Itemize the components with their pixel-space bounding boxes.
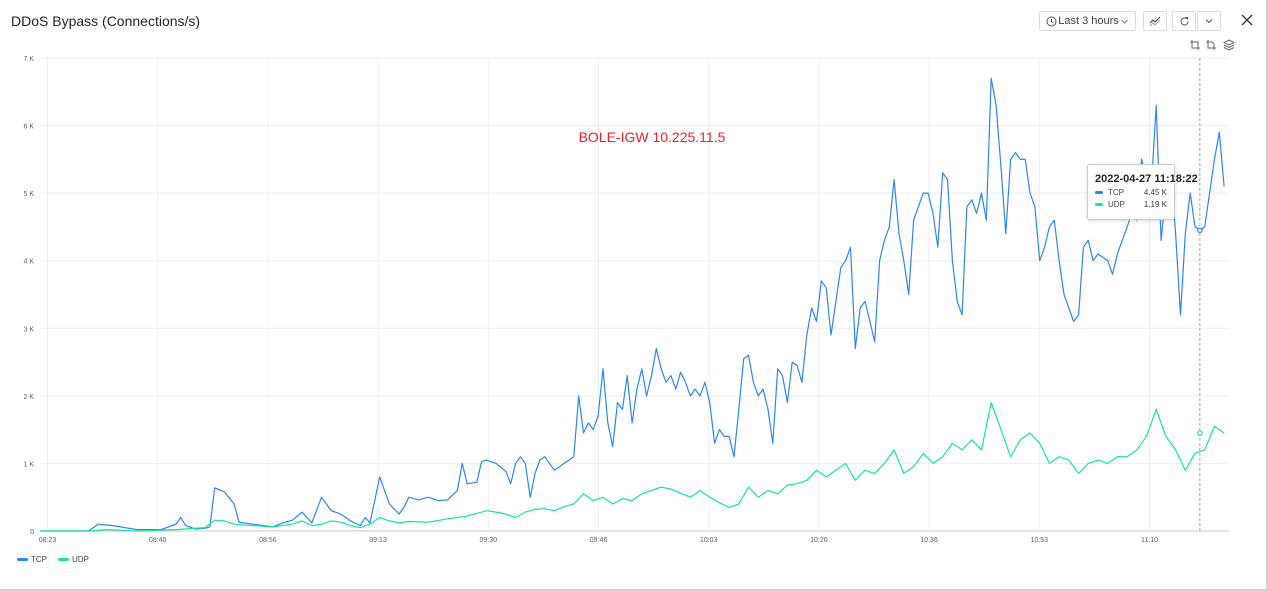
x-tick-label: 08:23: [39, 537, 57, 544]
tooltip-series-name: UDP: [1108, 200, 1125, 209]
x-tick-label: 10:03: [700, 537, 718, 544]
legend-label: UDP: [72, 555, 89, 564]
x-axis-labels: 08:23 08:40 08:56 09:13 09:30 09:46 10:03 10:20…: [39, 537, 1158, 544]
x-tick-label: 09:30: [480, 537, 498, 544]
y-tick-label: 3 K: [23, 326, 34, 333]
legend-item-tcp[interactable]: TCP: [17, 555, 47, 564]
panel-title: DDoS Bypass (Connections/s): [11, 13, 201, 29]
tooltip-time: 2022-04-27 11:18:22: [1095, 173, 1198, 185]
udp-swatch: [1095, 203, 1103, 206]
refresh-options-button[interactable]: [1197, 11, 1221, 31]
y-tick-label: 1 K: [23, 461, 34, 468]
tooltip-series-name: TCP: [1108, 188, 1124, 197]
series-lines: [40, 77, 1225, 532]
time-range-picker[interactable]: Last 3 hours: [1039, 11, 1136, 31]
grid-lines: [40, 57, 1229, 532]
chevron-down-icon: [1120, 17, 1129, 26]
clock-icon: [1046, 16, 1057, 27]
crop-icon[interactable]: [1189, 38, 1203, 52]
series-line-udp: [40, 402, 1225, 532]
close-icon[interactable]: [1239, 12, 1255, 28]
time-range-label: Last 3 hours: [1058, 15, 1119, 27]
x-tick-label: 08:56: [259, 537, 277, 544]
tooltip-series-value: 1.19 K: [1143, 200, 1167, 209]
y-tick-label: 6 K: [23, 124, 34, 131]
legend-item-udp[interactable]: UDP: [58, 555, 89, 564]
x-tick-label: 10:36: [920, 537, 938, 544]
x-tick-label: 10:20: [810, 537, 828, 544]
tcp-swatch: [1095, 191, 1103, 194]
series-line-tcp: [40, 77, 1225, 532]
cursor-marker-tcp: [1197, 227, 1203, 234]
y-tick-label: 0: [30, 529, 34, 536]
tooltip-row-udp: UDP 1.19 K: [1095, 200, 1167, 209]
legend-label: TCP: [31, 555, 47, 564]
chart-annotation: BOLE-IGW 10.225.11.5: [579, 129, 726, 145]
y-tick-label: 7 K: [23, 56, 34, 63]
hover-cursor: [1197, 58, 1203, 531]
chart-type-icon: [1149, 15, 1161, 27]
x-tick-label: 10:53: [1031, 537, 1049, 544]
refresh-icon: [1179, 16, 1190, 27]
x-tick-label: 08:40: [149, 537, 167, 544]
udp-swatch: [58, 558, 69, 561]
chart-type-button[interactable]: [1143, 11, 1167, 31]
hover-tooltip: 2022-04-27 11:18:22 TCP 4.45 K UDP 1.19 …: [1087, 164, 1198, 220]
y-tick-label: 5 K: [23, 191, 34, 198]
chart-legend: TCP UDP: [17, 555, 100, 564]
cursor-marker-udp: [1197, 430, 1203, 436]
x-tick-label: 09:46: [590, 537, 608, 544]
y-tick-label: 2 K: [23, 394, 34, 401]
crop-icon[interactable]: [1205, 38, 1219, 52]
y-axis-labels: 0 1 K 2 K 3 K 4 K 5 K 6 K 7 K: [23, 56, 34, 536]
tcp-swatch: [17, 558, 28, 561]
chevron-down-icon: [1204, 16, 1214, 26]
y-tick-label: 4 K: [23, 259, 34, 266]
refresh-button[interactable]: [1172, 11, 1196, 31]
tooltip-row-tcp: TCP 4.45 K: [1095, 188, 1167, 197]
x-tick-label: 09:13: [369, 537, 387, 544]
tooltip-series-value: 4.45 K: [1143, 188, 1167, 197]
layers-icon[interactable]: [1222, 38, 1237, 52]
x-tick-label: 11:10: [1141, 537, 1158, 544]
